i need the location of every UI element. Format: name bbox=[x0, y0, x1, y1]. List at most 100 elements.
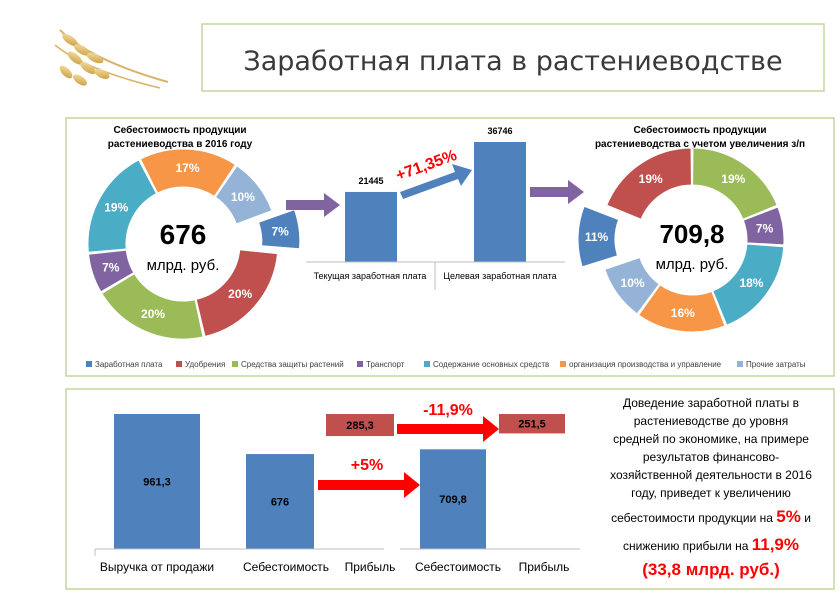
bottom-bar-value: 676 bbox=[271, 497, 289, 509]
legend-swatch bbox=[232, 361, 238, 367]
bottom-bar bbox=[499, 414, 565, 434]
legend-item: организация производства и управление bbox=[569, 360, 722, 369]
legend-item: Прочие затраты bbox=[746, 360, 806, 369]
donut-2016-center-value: 676 bbox=[160, 219, 207, 250]
legend-swatch bbox=[86, 361, 92, 367]
donut-slice-organization bbox=[139, 148, 236, 198]
arrow-up-right-icon bbox=[400, 164, 472, 199]
wage-bar-value: 21445 bbox=[358, 176, 383, 186]
legend-swatch bbox=[424, 361, 430, 367]
donut-slice-label: 19% bbox=[639, 172, 663, 186]
wage-bar bbox=[474, 142, 526, 262]
legend-swatch bbox=[357, 361, 363, 367]
legend-item: Средства защиты растений bbox=[241, 360, 344, 369]
summary-line-2: растениеводстве до уровня bbox=[634, 414, 789, 428]
donut-slice-label: 7% bbox=[756, 222, 774, 236]
donut-slice-wages bbox=[257, 208, 301, 250]
donut-new-title-line2: растениеводства с учетом увеличения з/п bbox=[595, 139, 805, 150]
donut-slice-label: 18% bbox=[739, 276, 763, 290]
donut-slice-protection bbox=[101, 273, 204, 340]
arrow-right-icon bbox=[397, 416, 499, 442]
summary-line-9: (33,8 млрд. руб.) bbox=[642, 560, 780, 579]
legend: Заработная плата Удобрения Средства защиты… bbox=[86, 360, 806, 369]
summary-line-8: снижению прибыли на 11,9% bbox=[623, 535, 799, 554]
summary-line-4: результатов финансово- bbox=[643, 450, 779, 464]
donut-new-center-value: 709,8 bbox=[659, 219, 724, 249]
bottom-bar-category: Прибыль bbox=[519, 560, 570, 574]
bottom-left-bar-chart: 961,3 Выручка от продажи 676 Себестоимость 2… bbox=[100, 414, 395, 574]
bottom-right-bar-chart: 709,8 Себестоимость 251,5 Прибыль bbox=[415, 414, 569, 574]
donut-slice-other bbox=[604, 256, 660, 315]
donut-slice-fertilizer bbox=[195, 249, 279, 338]
bottom-bar-value: 709,8 bbox=[439, 494, 467, 506]
donut-slice-fixed_assets bbox=[87, 159, 158, 253]
summary-line-5: хозяйственной деятельности в 2016 bbox=[610, 468, 812, 482]
donut-slice-label: 19% bbox=[104, 201, 128, 215]
wage-bar-category: Текущая заработная плата bbox=[314, 271, 427, 281]
bottom-bar-category: Выручка от продажи bbox=[100, 560, 214, 574]
bottom-bar-category: Прибыль bbox=[345, 560, 396, 574]
donut-slice-label: 7% bbox=[272, 224, 290, 238]
wage-bar-chart: 21445 Текущая заработная плата 36746 Целева… bbox=[314, 126, 557, 281]
donut-slice-organization bbox=[638, 284, 726, 333]
donut-slice-label: 16% bbox=[671, 306, 695, 320]
bottom-bar-category: Себестоимость bbox=[415, 560, 501, 574]
bottom-bar bbox=[326, 414, 394, 437]
donut-slice-wages bbox=[577, 205, 620, 268]
donut-slice-fertilizer bbox=[606, 147, 692, 220]
summary-highlight-119: 11,9% bbox=[752, 535, 799, 554]
summary-line-3: средней по экономике, на примере bbox=[613, 432, 809, 446]
donut-slice-label: 19% bbox=[721, 172, 745, 186]
summary-line-7: себестоимости продукции на 5% и bbox=[611, 507, 811, 526]
bottom-bar bbox=[246, 454, 314, 549]
donut-slice-label: 20% bbox=[141, 307, 165, 321]
profit-change-label: -11,9% bbox=[423, 402, 473, 419]
arrow-right-icon bbox=[530, 180, 584, 204]
bottom-bar bbox=[420, 449, 486, 549]
legend-item: Транспорт bbox=[366, 360, 405, 369]
donut-slice-label: 20% bbox=[228, 287, 252, 301]
donut-slice-fixed_assets bbox=[712, 243, 785, 326]
wage-bar-category: Целевая заработная плата bbox=[443, 271, 556, 281]
bottom-bar-value: 961,3 bbox=[143, 477, 171, 489]
summary-line-7c: и bbox=[801, 511, 811, 525]
summary-highlight-5: 5% bbox=[776, 507, 801, 526]
donut-slice-label: 11% bbox=[585, 230, 609, 244]
donut-slice-label: 7% bbox=[102, 261, 120, 275]
donut-2016-center-unit: млрд. руб. bbox=[147, 257, 220, 274]
donut-chart-new: Себестоимость продукции растениеводства … bbox=[577, 124, 805, 333]
donut-chart-2016: Себестоимость продукции растениеводства … bbox=[87, 124, 301, 340]
donut-2016-title-line2: растениеводства в 2016 году bbox=[108, 139, 253, 150]
wage-bar bbox=[345, 191, 397, 262]
title-box bbox=[201, 23, 825, 92]
donut-slice-label: 10% bbox=[231, 190, 255, 204]
donut-slice-protection bbox=[692, 147, 778, 220]
summary-line-1: Доведение заработной платы в bbox=[623, 396, 799, 410]
donut-2016-title-line1: Себестоимость продукции bbox=[113, 124, 246, 136]
bottom-bar bbox=[114, 414, 200, 549]
summary-text: Доведение заработной платы в растениевод… bbox=[610, 396, 812, 579]
donut-slice-other bbox=[214, 165, 273, 225]
legend-swatch bbox=[737, 361, 743, 367]
donut-new-center-unit: млрд. руб. bbox=[656, 256, 729, 273]
legend-item: Удобрения bbox=[185, 360, 225, 369]
arrow-right-icon bbox=[318, 472, 420, 498]
bottom-bar-value: 251,5 bbox=[518, 419, 546, 431]
wage-bar-value: 36746 bbox=[487, 126, 512, 136]
arrow-right-icon bbox=[286, 193, 340, 217]
wheat-icon bbox=[54, 29, 169, 89]
legend-item: Содержание основных средств bbox=[433, 360, 549, 369]
cost-change-label: +5% bbox=[351, 457, 383, 474]
donut-slice-label: 17% bbox=[175, 161, 199, 175]
donut-slice-transport bbox=[88, 249, 135, 293]
donut-slice-transport bbox=[742, 206, 785, 246]
bottom-bar-value: 285,3 bbox=[346, 420, 374, 432]
legend-item: Заработная плата bbox=[95, 360, 163, 369]
bottom-bar-category: Себестоимость bbox=[243, 560, 329, 574]
summary-line-6: году, приведет к увеличению bbox=[631, 486, 791, 500]
legend-swatch bbox=[176, 361, 182, 367]
donut-new-title-line1: Себестоимость продукции bbox=[633, 124, 766, 136]
page-title: Заработная плата в растениеводстве bbox=[243, 46, 782, 77]
summary-line-8a: снижению прибыли на bbox=[623, 539, 752, 553]
